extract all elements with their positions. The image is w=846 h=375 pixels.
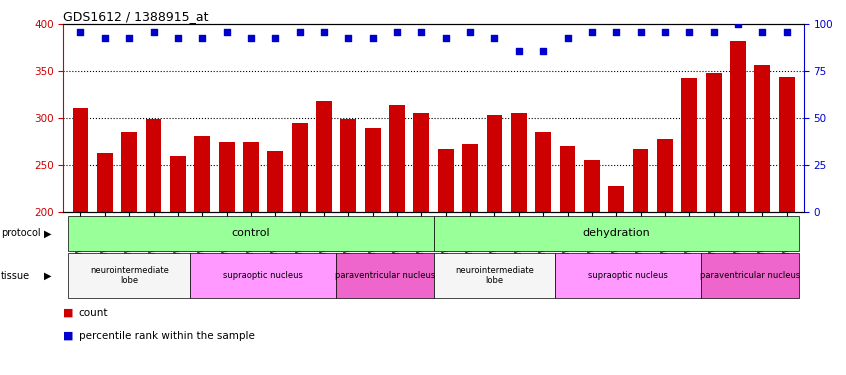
- Bar: [608, 186, 624, 375]
- Point: [390, 29, 404, 35]
- Text: tissue: tissue: [1, 271, 30, 280]
- Bar: [146, 119, 162, 375]
- Point: [780, 29, 794, 35]
- Bar: [389, 105, 405, 375]
- Bar: [755, 64, 770, 375]
- Point: [512, 48, 525, 54]
- Point: [683, 29, 696, 35]
- Point: [658, 29, 672, 35]
- Bar: [97, 153, 113, 375]
- Point: [439, 34, 453, 40]
- Bar: [195, 136, 210, 375]
- Point: [634, 29, 647, 35]
- Bar: [559, 146, 575, 375]
- Bar: [633, 149, 649, 375]
- Bar: [365, 128, 381, 375]
- Text: ▶: ▶: [44, 271, 52, 280]
- Bar: [486, 116, 503, 375]
- Point: [123, 34, 136, 40]
- Text: protocol: protocol: [1, 228, 41, 238]
- Bar: [267, 151, 283, 375]
- Point: [195, 34, 209, 40]
- Point: [317, 29, 331, 35]
- Text: neurointermediate
lobe: neurointermediate lobe: [90, 266, 168, 285]
- Bar: [706, 73, 722, 375]
- Point: [342, 34, 355, 40]
- Point: [366, 34, 380, 40]
- Text: ▶: ▶: [44, 228, 52, 238]
- Bar: [681, 78, 697, 375]
- Text: GDS1612 / 1388915_at: GDS1612 / 1388915_at: [63, 10, 209, 23]
- Text: supraoptic nucleus: supraoptic nucleus: [223, 271, 303, 280]
- Point: [561, 34, 574, 40]
- Bar: [170, 156, 186, 375]
- Text: paraventricular nucleus: paraventricular nucleus: [335, 271, 435, 280]
- Bar: [584, 160, 600, 375]
- Bar: [292, 123, 308, 375]
- Point: [74, 29, 87, 35]
- Point: [487, 34, 501, 40]
- Point: [755, 29, 769, 35]
- Bar: [657, 139, 673, 375]
- Text: count: count: [79, 308, 108, 318]
- Bar: [536, 132, 551, 375]
- Bar: [340, 119, 356, 375]
- Point: [98, 34, 112, 40]
- Point: [268, 34, 282, 40]
- Text: paraventricular nucleus: paraventricular nucleus: [700, 271, 800, 280]
- Text: dehydration: dehydration: [582, 228, 650, 238]
- Point: [293, 29, 306, 35]
- Point: [536, 48, 550, 54]
- Bar: [462, 144, 478, 375]
- Point: [146, 29, 160, 35]
- Point: [707, 29, 721, 35]
- Bar: [218, 142, 234, 375]
- Bar: [121, 132, 137, 375]
- Bar: [316, 101, 332, 375]
- Point: [464, 29, 477, 35]
- Point: [415, 29, 428, 35]
- Text: neurointermediate
lobe: neurointermediate lobe: [455, 266, 534, 285]
- Text: control: control: [232, 228, 270, 238]
- Point: [171, 34, 184, 40]
- Bar: [438, 149, 453, 375]
- Text: ■: ■: [63, 308, 74, 318]
- Point: [244, 34, 258, 40]
- Bar: [778, 77, 794, 375]
- Bar: [511, 113, 527, 375]
- Point: [585, 29, 599, 35]
- Text: ■: ■: [63, 331, 74, 340]
- Text: percentile rank within the sample: percentile rank within the sample: [79, 331, 255, 340]
- Bar: [73, 108, 89, 375]
- Bar: [414, 112, 429, 375]
- Point: [731, 21, 744, 27]
- Point: [609, 29, 623, 35]
- Bar: [730, 41, 746, 375]
- Bar: [243, 142, 259, 375]
- Text: supraoptic nucleus: supraoptic nucleus: [589, 271, 668, 280]
- Point: [220, 29, 233, 35]
